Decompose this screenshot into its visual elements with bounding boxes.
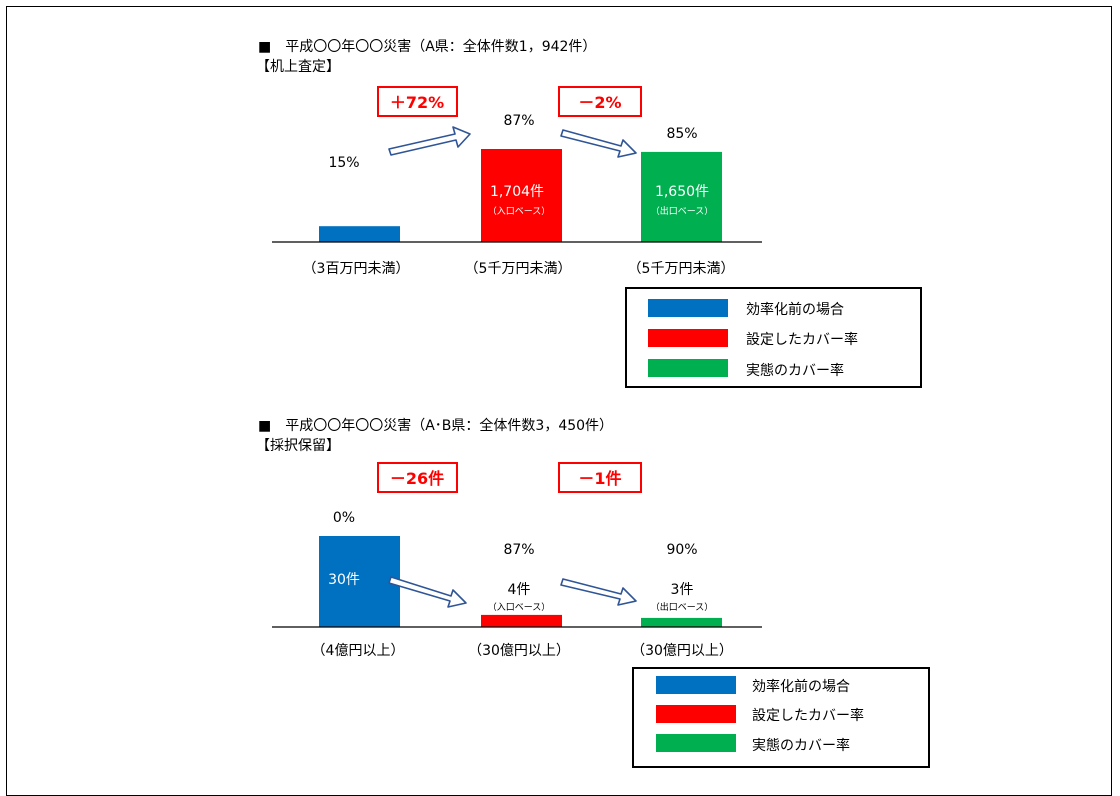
- chart-2-change-label-1: －26件: [390, 469, 444, 488]
- chart-1-bar-label-1: 290件: [324, 208, 365, 224]
- chart-1-bar-1: [319, 226, 400, 242]
- chart-2-subtitle: 【採択保留】: [256, 438, 340, 454]
- chart-1-bar-3: [641, 151, 722, 242]
- chart-2: ■ 平成〇〇年〇〇災害（A･B県：全体件数3，450件） 【採択保留】 －26件…: [256, 417, 930, 768]
- chart-2-change-box-1: [377, 462, 458, 493]
- chart-2-bar-label-2: 4件: [508, 582, 531, 598]
- chart-2-legend-swatch-2: [656, 705, 736, 723]
- chart-1-legend-label-3: 実態のカバー率: [746, 362, 844, 379]
- chart-2-category-2: （30億円以上）: [468, 643, 570, 659]
- chart-1-change-label-2: －2%: [578, 93, 621, 112]
- chart-2-bar-1: [319, 536, 400, 627]
- chart-1-change-box-1: [377, 86, 458, 117]
- chart-2-category-1: （4億円以上）: [312, 643, 405, 659]
- chart-2-percent-label-3: 90%: [666, 542, 697, 558]
- chart-2-legend-label-3: 実態のカバー率: [752, 737, 850, 754]
- chart-2-arrow-2: [560, 578, 637, 606]
- chart-2-legend-label-1: 効率化前の場合: [752, 678, 850, 695]
- chart-2-bar-sublabel-3: （出口ベース）: [651, 601, 714, 613]
- chart-1-change-label-1: ＋72%: [390, 93, 444, 112]
- chart-2-bar-label-1: 30件: [328, 572, 360, 588]
- chart-2-percent-label-1: 0%: [333, 510, 355, 526]
- chart-1-subtitle: 【机上査定】: [256, 59, 340, 75]
- chart-1-legend-swatch-2: [648, 329, 728, 347]
- chart-2-category-3: （30億円以上）: [631, 643, 733, 659]
- chart-2-percent-label-2: 87%: [503, 542, 534, 558]
- chart-2-change-label-2: －1件: [578, 469, 621, 488]
- chart-1-category-1: （3百万円未満）: [303, 261, 410, 277]
- chart-2-arrow-1: [388, 576, 467, 608]
- chart-1-percent-label-1: 15%: [328, 155, 359, 171]
- chart-1-arrow-2: [560, 129, 637, 158]
- chart-2-bar-3: [641, 617, 722, 627]
- chart-1-bar-2: [481, 149, 562, 242]
- chart-2-title: ■ 平成〇〇年〇〇災害（A･B県：全体件数3，450件）: [258, 417, 613, 434]
- chart-2-bars: [319, 536, 722, 627]
- chart-1-bar-sublabel-3: （出口ベース）: [651, 205, 714, 217]
- chart-2-legend-swatch-1: [656, 676, 736, 694]
- chart-2-legend: 効率化前の場合 設定したカバー率 実態のカバー率: [632, 667, 930, 768]
- chart-1-bars: [319, 149, 722, 242]
- chart-1-legend-swatch-1: [648, 299, 728, 317]
- chart-1-legend-label-2: 設定したカバー率: [746, 331, 858, 348]
- chart-1-bar-label-3: 1,650件: [655, 184, 709, 200]
- chart-1-percent-label-3: 85%: [666, 126, 697, 142]
- chart-2-change-box-2: [558, 462, 642, 493]
- chart-1-change-box-2: [558, 86, 642, 117]
- chart-2-legend-label-2: 設定したカバー率: [752, 707, 864, 724]
- chart-2-legend-swatch-3: [656, 734, 736, 752]
- chart-1-bar-label-2: 1,704件: [490, 184, 544, 200]
- chart-1-category-2: （5千万円未満）: [465, 261, 572, 277]
- chart-1: ■ 平成〇〇年〇〇災害（A県：全体件数1，942件） 【机上査定】 ＋72% －…: [256, 38, 922, 388]
- chart-1-title: ■ 平成〇〇年〇〇災害（A県：全体件数1，942件）: [258, 38, 596, 55]
- chart-2-bar-sublabel-2: （入口ベース）: [488, 602, 551, 613]
- chart-2-bar-2: [481, 614, 562, 627]
- chart-1-legend-label-1: 効率化前の場合: [746, 301, 844, 318]
- chart-1-legend-swatch-3: [648, 359, 728, 377]
- chart-1-bar-sublabel-2: （入口ベース）: [488, 206, 551, 217]
- chart-1-arrow-1: [388, 126, 471, 156]
- chart-1-percent-label-2: 87%: [503, 113, 534, 129]
- chart-1-legend: 効率化前の場合 設定したカバー率 実態のカバー率: [625, 287, 922, 388]
- chart-1-category-3: （5千万円未満）: [628, 261, 735, 277]
- chart-2-bar-label-3: 3件: [671, 582, 694, 598]
- charts-canvas: ■ 平成〇〇年〇〇災害（A県：全体件数1，942件） 【机上査定】 ＋72% －…: [256, 38, 930, 768]
